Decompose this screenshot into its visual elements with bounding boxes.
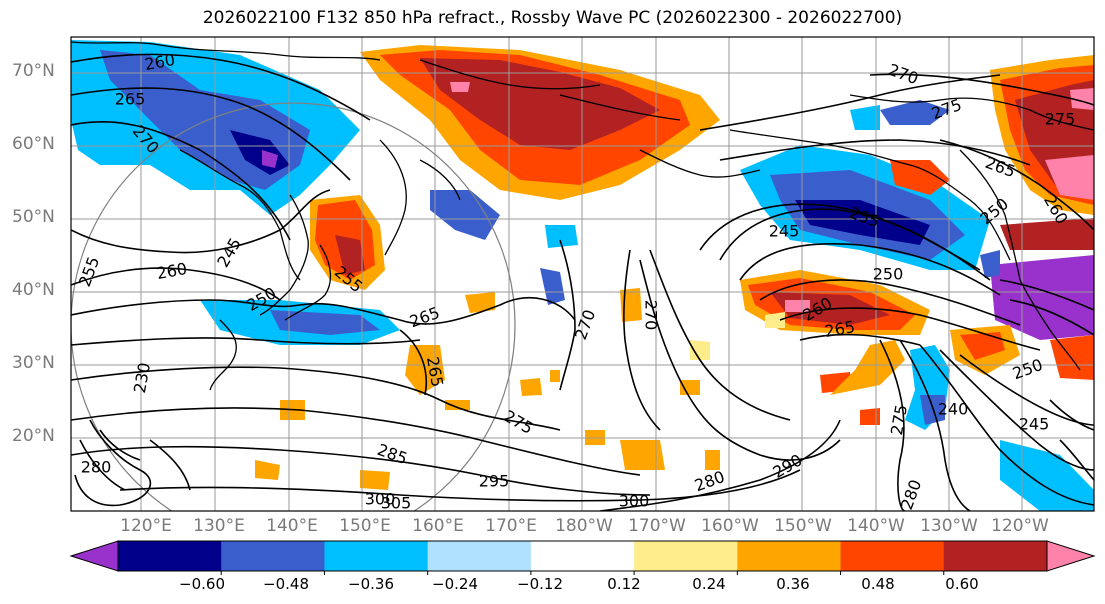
colorbar-cell <box>634 541 738 571</box>
lon-label-150e: 150°E <box>339 516 391 536</box>
contour-label: 300 <box>619 492 650 511</box>
contour-label: 245 <box>769 222 800 241</box>
lon-label-140w: 140°W <box>847 516 905 536</box>
contour-label: 295 <box>479 472 510 491</box>
coastlines <box>71 41 1094 391</box>
lon-label-170w: 170°W <box>628 516 686 536</box>
colorbar-cell <box>840 541 945 571</box>
colorbar-extend-low <box>69 540 119 572</box>
lat-label-40n: 40°N <box>12 280 55 300</box>
colorbar-tick-label: −0.12 <box>517 575 563 593</box>
lat-label-20n: 20°N <box>12 426 55 446</box>
contour-label: 245 <box>1019 415 1050 434</box>
colorbar-cell <box>118 541 222 571</box>
lon-label-160w: 160°W <box>701 516 759 536</box>
lon-label-160e: 160°E <box>412 516 464 536</box>
contour-label: 240 <box>938 400 969 419</box>
refractivity-contours <box>71 53 1094 511</box>
colorbar-tick-label: 0.12 <box>607 575 641 593</box>
colorbar-tick-label: −0.48 <box>263 575 309 593</box>
lon-label-150w: 150°W <box>774 516 832 536</box>
lon-label-130e: 130°E <box>193 516 245 536</box>
colorbar-tick-label: 0.24 <box>692 575 726 593</box>
lat-label-60n: 60°N <box>12 134 55 154</box>
contour-label: 300 <box>365 490 396 509</box>
lat-label-30n: 30°N <box>12 353 55 373</box>
lon-label-170e: 170°E <box>485 516 537 536</box>
contour-label: 305 <box>381 494 412 513</box>
contour-label: 280 <box>81 458 112 477</box>
lon-label-120e: 120°E <box>120 516 172 536</box>
contour-label: 265 <box>115 90 146 109</box>
colorbar-tick-label: 0.60 <box>945 575 979 593</box>
colorbar-tick-label: 0.36 <box>776 575 810 593</box>
anomaly-region-west-coast <box>990 255 1094 340</box>
lon-label-140e: 140°E <box>266 516 318 536</box>
contour-label: 250 <box>873 265 904 284</box>
highlight-circle <box>71 102 516 511</box>
lat-label-70n: 70°N <box>12 61 55 81</box>
colorbar-tick-label: 0.48 <box>861 575 895 593</box>
lon-label-130w: 130°W <box>920 516 978 536</box>
colorbar-cell <box>943 541 1048 571</box>
lon-label-120w: 120°W <box>991 516 1049 536</box>
colorbar-cell <box>221 541 325 571</box>
colorbar-cell <box>737 541 842 571</box>
lon-label-180w: 180°W <box>555 516 613 536</box>
colorbar-tick-label: −0.24 <box>432 575 478 593</box>
colorbar-tick-label: −0.36 <box>348 575 394 593</box>
lat-label-50n: 50°N <box>12 207 55 227</box>
map-frame <box>70 36 1095 512</box>
contour-label: 275 <box>1045 110 1076 129</box>
colorbar <box>69 540 1096 575</box>
colorbar-cell <box>427 541 532 571</box>
colorbar-cell <box>530 541 635 571</box>
colorbar-cell <box>324 541 429 571</box>
contour-label: 270 <box>642 300 661 331</box>
map-title: 2026022100 F132 850 hPa refract., Rossby… <box>202 8 903 28</box>
colorbar-extend-high <box>1046 540 1096 572</box>
colorbar-frame <box>117 540 1048 572</box>
colorbar-tick-label: −0.60 <box>179 575 225 593</box>
